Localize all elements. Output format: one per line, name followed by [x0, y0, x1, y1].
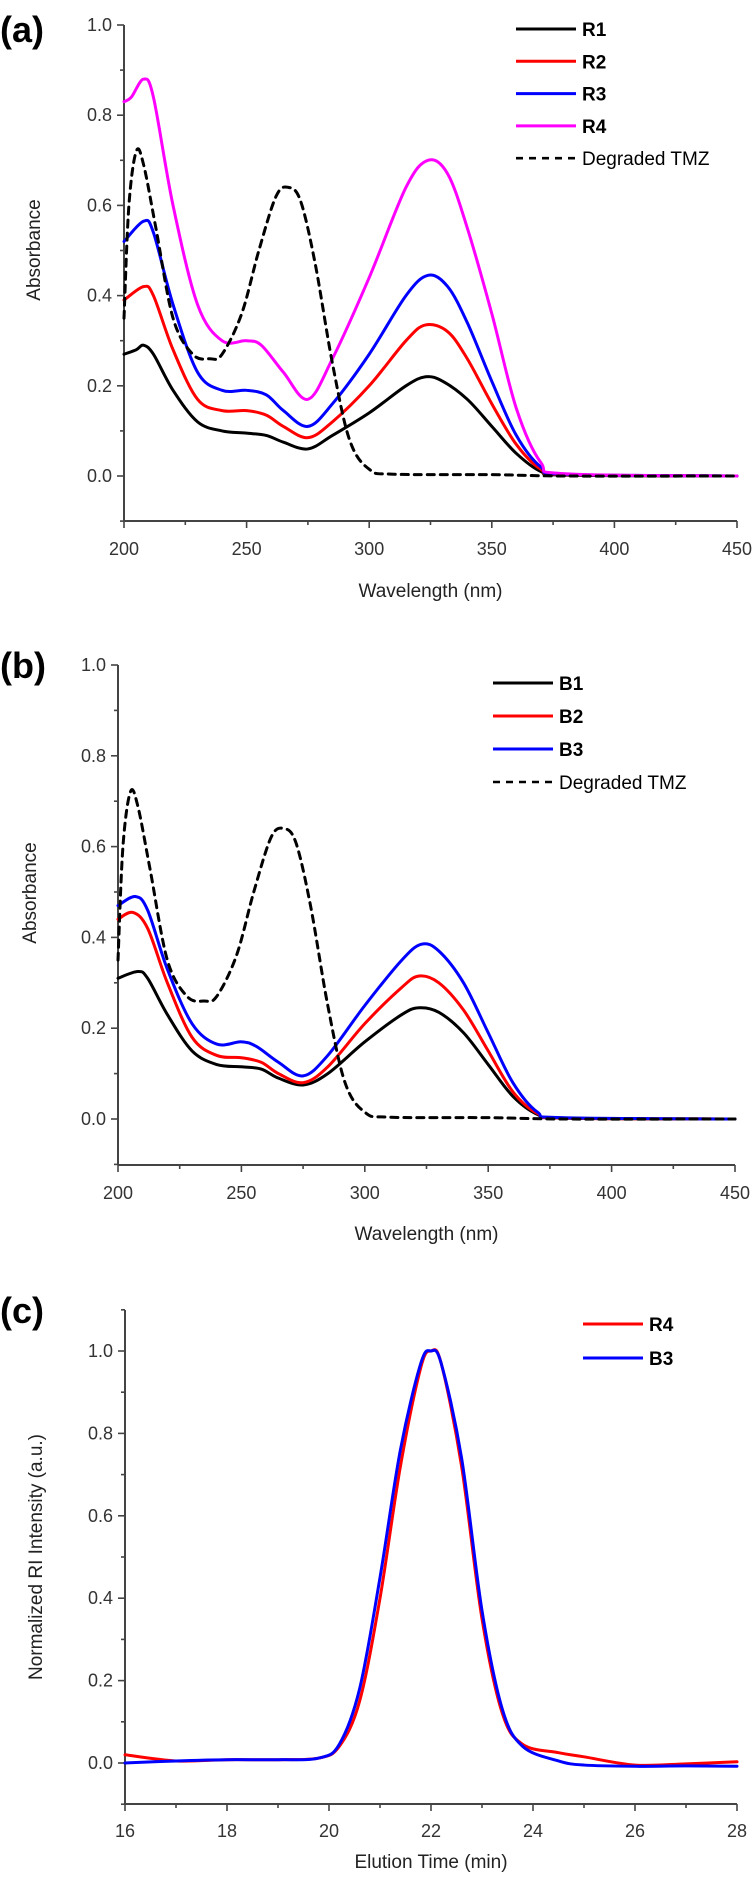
panel-label: (b) [0, 645, 46, 686]
x-tick-label: 28 [727, 1821, 747, 1841]
x-tick-label: 350 [473, 1183, 503, 1203]
y-tick-label: 0.4 [87, 286, 112, 306]
x-axis-title: Wavelength (nm) [359, 581, 503, 602]
y-tick-label: 0.2 [81, 1018, 106, 1038]
y-tick-label: 0.8 [81, 746, 106, 766]
legend-label: B3 [559, 740, 583, 761]
series-line-r1 [122, 343, 739, 478]
series-line-r2 [122, 284, 739, 478]
y-tick-label: 0.6 [87, 195, 112, 215]
x-tick-label: 350 [477, 539, 507, 559]
y-tick-label: 1.0 [87, 15, 112, 35]
y-tick-label: 0.0 [87, 466, 112, 486]
x-tick-label: 20 [319, 1821, 339, 1841]
legend-label: R2 [582, 52, 606, 73]
legend-label: B1 [559, 674, 584, 695]
legend-label: R4 [582, 117, 607, 138]
x-tick-label: 300 [350, 1183, 380, 1203]
y-tick-label: 1.0 [81, 655, 106, 675]
x-tick-label: 200 [109, 539, 139, 559]
y-tick-label: 0.0 [88, 1753, 113, 1773]
x-tick-label: 300 [354, 539, 384, 559]
x-tick-label: 400 [599, 539, 629, 559]
chart-panel-a: (a) 0.0 0.2 0.4 0.6 0.8 1.0 200 250 300 350 400 450 W… [0, 9, 752, 602]
y-axis-title: Absorbance [20, 842, 41, 943]
y-tick-label: 0.8 [87, 105, 112, 125]
legend-label: B2 [559, 707, 583, 728]
series-line-r4 [122, 77, 739, 478]
y-tick-label: 0.6 [88, 1506, 113, 1526]
x-tick-label: 16 [115, 1821, 135, 1841]
y-tick-label: 0.8 [88, 1423, 113, 1443]
chart-panel-c: (c) 0.0 0.2 0.4 0.6 0.8 1.0 16 18 20 22 24 26 28 Eluti… [0, 1290, 747, 1873]
x-axis-title: Wavelength (nm) [355, 1224, 499, 1245]
legend-label: R3 [582, 85, 606, 106]
y-tick-label: 0.0 [81, 1109, 106, 1129]
x-tick-label: 250 [226, 1183, 256, 1203]
y-axis-title: Normalized RI Intensity (a.u.) [26, 1434, 47, 1680]
series-line-degraded-tmz [122, 147, 739, 478]
x-axis-title: Elution Time (min) [354, 1852, 507, 1873]
y-axis-title: Absorbance [24, 199, 45, 300]
series-line-b2 [116, 910, 737, 1121]
x-tick-label: 250 [232, 539, 262, 559]
series-line-r3 [122, 218, 739, 478]
y-tick-label: 0.2 [88, 1671, 113, 1691]
legend-label: R4 [649, 1315, 674, 1336]
legend-label: Degraded TMZ [559, 773, 687, 794]
x-tick-label: 18 [217, 1821, 237, 1841]
y-tick-label: 0.4 [81, 927, 106, 947]
y-tick-label: 1.0 [88, 1341, 113, 1361]
series-line-r4 [123, 1348, 739, 1767]
legend-label: R1 [582, 20, 607, 41]
legend-label: B3 [649, 1349, 673, 1370]
x-tick-label: 450 [720, 1183, 750, 1203]
y-tick-label: 0.4 [88, 1588, 113, 1608]
x-tick-label: 450 [722, 539, 752, 559]
y-tick-label: 0.2 [87, 376, 112, 396]
x-tick-label: 400 [597, 1183, 627, 1203]
x-tick-label: 22 [421, 1821, 441, 1841]
series-line-degraded-tmz [116, 788, 737, 1121]
x-tick-label: 200 [103, 1183, 133, 1203]
series-line-b3 [123, 1348, 739, 1768]
chart-panel-b: (b) 0.0 0.2 0.4 0.6 0.8 1.0 200 250 300 350 400 450 W… [0, 645, 750, 1245]
x-tick-label: 24 [523, 1821, 543, 1841]
panel-label: (a) [0, 9, 44, 50]
panel-label: (c) [0, 1290, 44, 1331]
legend-label: Degraded TMZ [582, 149, 710, 170]
series-line-b1 [116, 969, 737, 1121]
x-tick-label: 26 [625, 1821, 645, 1841]
y-tick-label: 0.6 [81, 837, 106, 857]
